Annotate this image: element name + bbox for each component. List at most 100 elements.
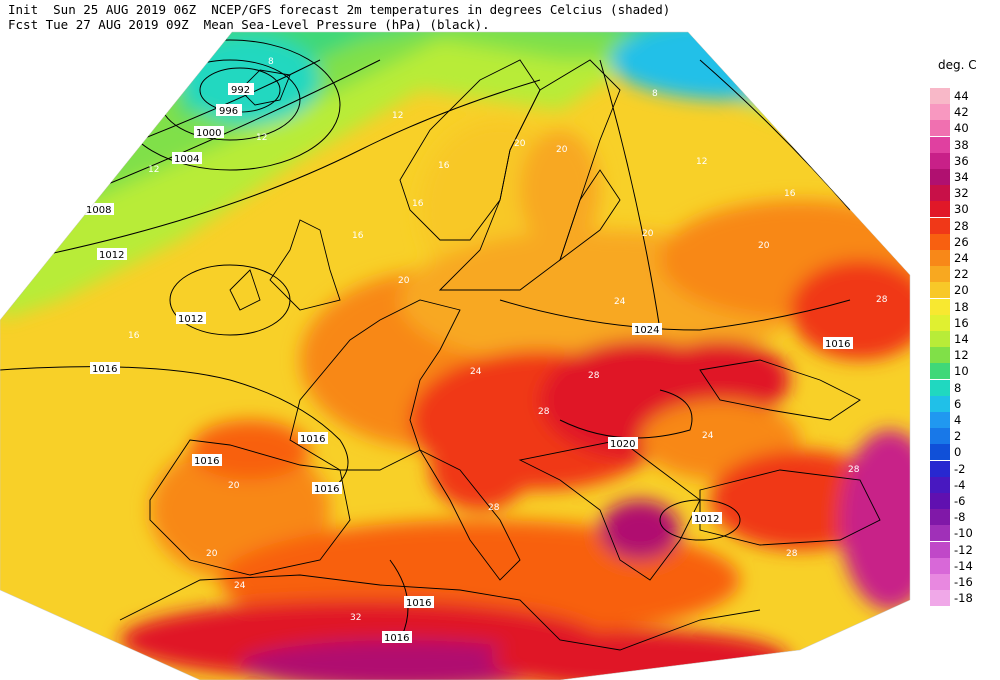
isobar-label: 1016 (92, 364, 117, 375)
isobar-label: 1016 (300, 434, 325, 445)
legend-label: 6 (954, 396, 962, 411)
isobar-label: 1016 (194, 456, 219, 467)
legend-swatch (930, 120, 950, 137)
legend-swatch (930, 88, 950, 104)
legend-label: 24 (954, 251, 969, 265)
coastlines (119, 59, 881, 651)
legend-swatch (930, 136, 950, 153)
legend-swatch (930, 266, 950, 283)
temp-label: 24 (614, 297, 626, 307)
header-init-line: Init Sun 25 AUG 2019 06Z NCEP/GFS foreca… (8, 2, 671, 17)
legend-swatch (930, 363, 950, 380)
legend-swatch (930, 493, 950, 509)
legend-swatch (930, 460, 950, 477)
isobar-label: 1012 (99, 250, 124, 261)
legend-label: 4 (954, 413, 962, 427)
legend-label: -16 (954, 575, 973, 589)
legend-label: 26 (954, 234, 969, 249)
isobar-label: 1024 (634, 325, 659, 336)
temp-label: 8 (268, 57, 274, 67)
legend-swatch (930, 476, 950, 493)
temp-label: 28 (588, 371, 600, 381)
temp-label: 20 (398, 276, 410, 286)
temp-label: 12 (256, 133, 267, 143)
legend-swatch (930, 557, 950, 574)
legend-label: 30 (954, 202, 969, 217)
legend-label: -4 (954, 477, 966, 492)
legend-swatch (930, 331, 950, 347)
temp-label: 20 (556, 145, 568, 155)
legend-swatch (930, 590, 950, 607)
temperature-labels: 8 12 12 12 16 16 16 20 20 20 20 20 24 24… (128, 57, 888, 623)
temp-label: 28 (538, 407, 550, 417)
legend-label: -2 (954, 461, 966, 476)
temp-label: 28 (876, 295, 888, 305)
legend-label: 20 (954, 283, 969, 298)
legend-label: -12 (954, 542, 973, 557)
legend-label: 40 (954, 121, 969, 136)
legend-label: -8 (954, 510, 966, 525)
legend-label: 34 (954, 170, 969, 184)
legend-swatch (930, 217, 950, 234)
legend-label: 32 (954, 186, 969, 201)
temp-label: 28 (848, 465, 860, 475)
temp-label: 24 (234, 581, 246, 591)
temp-label: 20 (228, 481, 240, 491)
legend-label: -14 (954, 558, 973, 573)
temp-label: 12 (696, 157, 707, 167)
temperature-field (0, 32, 910, 680)
temp-label: 12 (148, 165, 159, 175)
map-domain-outline (0, 31, 911, 680)
isobar-labels: 992 996 1000 1004 1008 1012 1012 1016 10… (84, 83, 853, 644)
temp-label: 20 (758, 241, 770, 251)
temp-label: 16 (128, 331, 140, 341)
legend-swatch (930, 298, 950, 315)
header-fcst-line: Fcst Tue 27 AUG 2019 09Z Mean Sea-Level … (8, 17, 490, 32)
legend-label: -6 (954, 494, 966, 508)
temp-label: 24 (470, 367, 482, 377)
legend-swatch (930, 282, 950, 299)
legend-label: 22 (954, 267, 969, 282)
legend-swatch (930, 379, 950, 396)
legend-swatch (930, 201, 950, 218)
temp-label: 28 (786, 549, 798, 559)
isobar-label: 1016 (384, 633, 409, 644)
legend-label: 28 (954, 218, 969, 233)
legend-swatch (930, 509, 950, 526)
legend-swatch (930, 185, 950, 202)
legend-swatch (930, 250, 950, 266)
isobar-label: 1012 (178, 314, 203, 325)
legend-label: 10 (954, 364, 969, 379)
isobar-label: 1020 (610, 439, 635, 450)
temp-label: 8 (652, 89, 658, 99)
legend-swatch (930, 314, 950, 331)
temp-label: 24 (702, 431, 714, 441)
legend-title: deg. C (938, 58, 977, 72)
temp-label: 20 (642, 229, 654, 239)
isobar-lines (0, 39, 851, 641)
legend-label: 0 (954, 445, 962, 460)
temp-label: 12 (392, 111, 403, 121)
weather-map: 992 996 1000 1004 1008 1012 1012 1016 10… (0, 31, 911, 680)
legend-label: 42 (954, 105, 969, 120)
isobar-label: 996 (219, 106, 238, 117)
isobar-label: 1016 (825, 339, 850, 350)
temp-label: 16 (352, 231, 364, 241)
temp-label: 20 (206, 549, 218, 559)
legend-swatch (930, 104, 950, 121)
legend-label: 16 (954, 315, 969, 330)
legend-label: 38 (954, 137, 969, 152)
legend-swatch (930, 347, 950, 364)
temp-label: 16 (438, 161, 450, 171)
legend-swatch (930, 412, 950, 428)
legend-label: -10 (954, 526, 973, 541)
legend-label: 8 (954, 380, 962, 395)
isobar-label: 1016 (314, 484, 339, 495)
legend-swatch (930, 169, 950, 185)
isobar-label: 1008 (86, 205, 111, 216)
legend-swatch (930, 444, 950, 461)
legend-label: -18 (954, 591, 973, 606)
isobar-label: 1012 (694, 514, 719, 525)
temp-label: 16 (784, 189, 796, 199)
isobar-label: 992 (231, 85, 250, 96)
